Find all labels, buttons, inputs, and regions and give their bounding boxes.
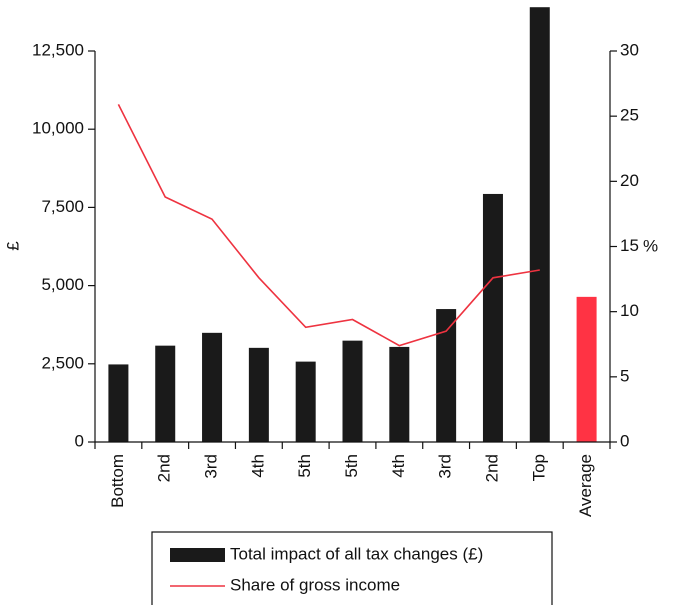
bar bbox=[155, 345, 176, 442]
x-tick-label: Average bbox=[576, 454, 595, 517]
x-tick-label: 3rd bbox=[436, 454, 455, 479]
x-tick-label: Top bbox=[529, 454, 548, 481]
y2-axis-label: % bbox=[643, 236, 658, 255]
bar bbox=[202, 332, 223, 442]
x-tick-label: 5th bbox=[342, 454, 361, 478]
bar bbox=[248, 347, 269, 442]
x-tick-label: Bottom bbox=[108, 454, 127, 508]
bar bbox=[389, 346, 410, 442]
legend-label: Share of gross income bbox=[230, 575, 400, 594]
y2-tick-label: 30 bbox=[620, 40, 639, 59]
y-tick-label: 0 bbox=[75, 431, 84, 450]
y-tick-label: 10,000 bbox=[32, 119, 84, 138]
y2-tick-label: 10 bbox=[620, 301, 639, 320]
x-tick-label: 5th bbox=[295, 454, 314, 478]
y2-tick-label: 15 bbox=[620, 236, 639, 255]
x-tick-label: 2nd bbox=[482, 454, 501, 482]
y2-tick-label: 20 bbox=[620, 171, 639, 190]
y-axis-label: £ bbox=[3, 241, 22, 251]
bar bbox=[576, 296, 597, 442]
line bbox=[117, 104, 540, 347]
bar bbox=[108, 364, 129, 442]
x-tick-label: 2nd bbox=[155, 454, 174, 482]
y2-tick-label: 0 bbox=[620, 431, 629, 450]
bar bbox=[342, 340, 363, 442]
x-tick-label: 3rd bbox=[202, 454, 221, 479]
x-tick-label: 4th bbox=[248, 454, 267, 478]
x-tick-label: 4th bbox=[389, 454, 408, 478]
bar bbox=[482, 193, 503, 442]
legend-label: Total impact of all tax changes (£) bbox=[230, 544, 483, 563]
bar bbox=[436, 309, 457, 442]
bar bbox=[529, 7, 550, 442]
y-tick-label: 2,500 bbox=[41, 353, 84, 372]
bar bbox=[295, 361, 316, 442]
y-tick-label: 7,500 bbox=[41, 197, 84, 216]
y-tick-label: 12,500 bbox=[32, 40, 84, 59]
legend-box bbox=[151, 531, 553, 605]
legend-swatch bbox=[170, 548, 225, 562]
y2-tick-label: 25 bbox=[620, 106, 639, 125]
y2-tick-label: 5 bbox=[620, 366, 629, 385]
y-tick-label: 5,000 bbox=[41, 275, 84, 294]
